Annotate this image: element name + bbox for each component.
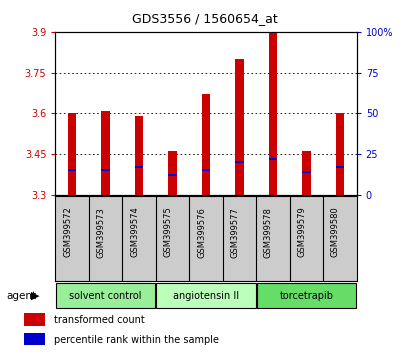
Bar xyxy=(335,166,343,168)
Bar xyxy=(235,161,243,163)
Text: GSM399573: GSM399573 xyxy=(97,207,106,258)
Bar xyxy=(135,116,143,195)
Text: GDS3556 / 1560654_at: GDS3556 / 1560654_at xyxy=(132,12,277,25)
Bar xyxy=(168,151,176,195)
Text: agent: agent xyxy=(6,291,36,301)
Text: GSM399574: GSM399574 xyxy=(130,207,139,257)
Bar xyxy=(135,166,143,168)
Bar xyxy=(268,158,276,160)
Text: GSM399578: GSM399578 xyxy=(263,207,272,258)
Text: GSM399580: GSM399580 xyxy=(330,207,339,257)
Bar xyxy=(301,151,310,195)
Bar xyxy=(68,113,76,195)
Bar xyxy=(301,171,310,173)
Bar xyxy=(101,169,110,171)
Bar xyxy=(24,313,45,326)
Bar xyxy=(56,283,155,308)
Bar xyxy=(335,113,343,195)
Bar xyxy=(68,169,76,171)
Bar xyxy=(24,333,45,345)
Text: ▶: ▶ xyxy=(31,291,39,301)
Bar xyxy=(256,283,355,308)
Bar xyxy=(201,169,210,171)
Bar xyxy=(168,174,176,176)
Text: GSM399576: GSM399576 xyxy=(197,207,205,258)
Text: GSM399572: GSM399572 xyxy=(63,207,72,257)
Text: angiotensin II: angiotensin II xyxy=(173,291,238,301)
Bar xyxy=(156,283,255,308)
Text: solvent control: solvent control xyxy=(69,291,142,301)
Bar xyxy=(268,32,276,195)
Text: transformed count: transformed count xyxy=(54,315,144,325)
Text: GSM399579: GSM399579 xyxy=(297,207,306,257)
Bar xyxy=(201,94,210,195)
Bar xyxy=(235,59,243,195)
Text: percentile rank within the sample: percentile rank within the sample xyxy=(54,335,218,345)
Text: GSM399575: GSM399575 xyxy=(163,207,172,257)
Text: GSM399577: GSM399577 xyxy=(230,207,239,258)
Bar xyxy=(101,110,110,195)
Text: torcetrapib: torcetrapib xyxy=(279,291,333,301)
